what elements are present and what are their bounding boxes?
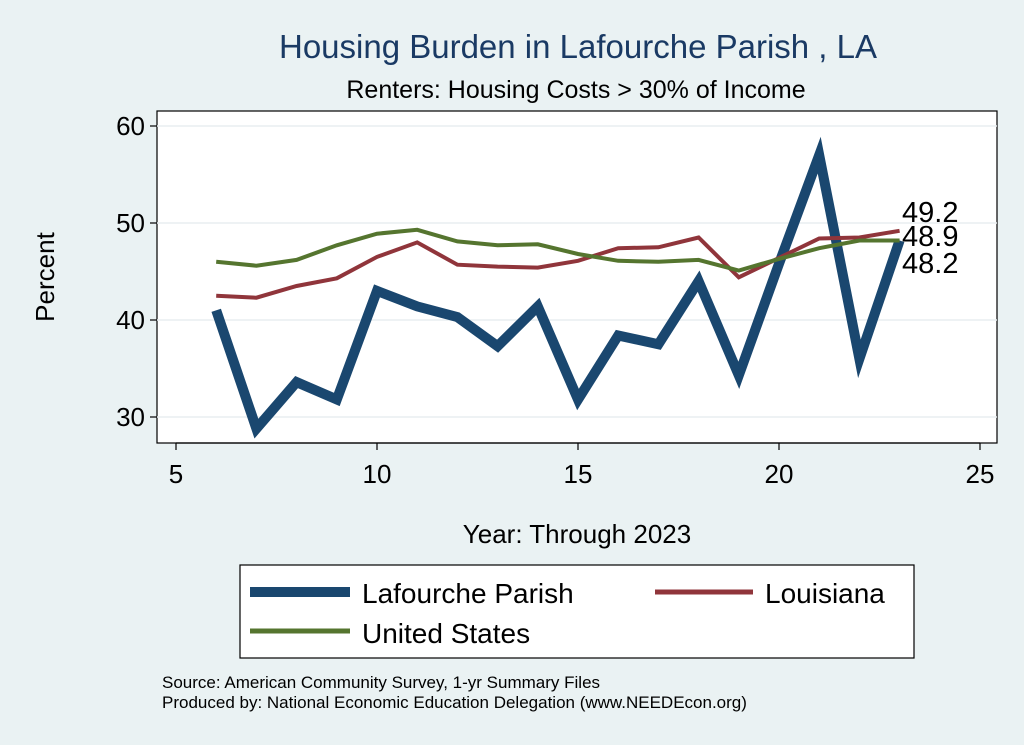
x-tick-label-10: 10 [363, 459, 392, 489]
y-axis: 30 40 50 60 [116, 111, 157, 432]
end-label-lafourche: 48.2 [902, 248, 958, 280]
source-note: Source: American Community Survey, 1-yr … [162, 673, 600, 692]
series-line-lafourche-parish [211, 136, 905, 439]
end-label-louisiana: 49.2 [902, 197, 958, 229]
legend-label-louisiana: Louisiana [765, 578, 885, 609]
legend-label-lafourche: Lafourche Parish [362, 578, 574, 609]
chart-title: Housing Burden in Lafourche Parish , LA [279, 28, 877, 65]
end-label-middle: 48.9 [902, 221, 958, 253]
series-line-louisiana [216, 228, 900, 300]
gridlines [157, 125, 997, 418]
x-axis: 5 10 15 20 25 [169, 443, 995, 489]
x-tick-label-5: 5 [169, 459, 183, 489]
x-axis-title: Year: Through 2023 [463, 519, 691, 549]
series-line-united-states [216, 227, 900, 273]
y-tick-label-40: 40 [116, 305, 145, 335]
legend-box [239, 564, 915, 659]
x-tick-label-15: 15 [564, 459, 593, 489]
x-tick-label-25: 25 [966, 459, 995, 489]
y-tick-label-50: 50 [116, 208, 145, 238]
legend-label-us: United States [362, 618, 530, 649]
chart-subtitle: Renters: Housing Costs > 30% of Income [346, 76, 805, 104]
x-tick-label-20: 20 [765, 459, 794, 489]
y-tick-label-30: 30 [116, 402, 145, 432]
y-tick-label-60: 60 [116, 111, 145, 141]
y-axis-title: Percent [30, 231, 60, 321]
legend: Lafourche Parish Louisiana United States [239, 564, 915, 659]
producer-note: Produced by: National Economic Education… [162, 693, 747, 712]
series-lines [211, 136, 905, 439]
